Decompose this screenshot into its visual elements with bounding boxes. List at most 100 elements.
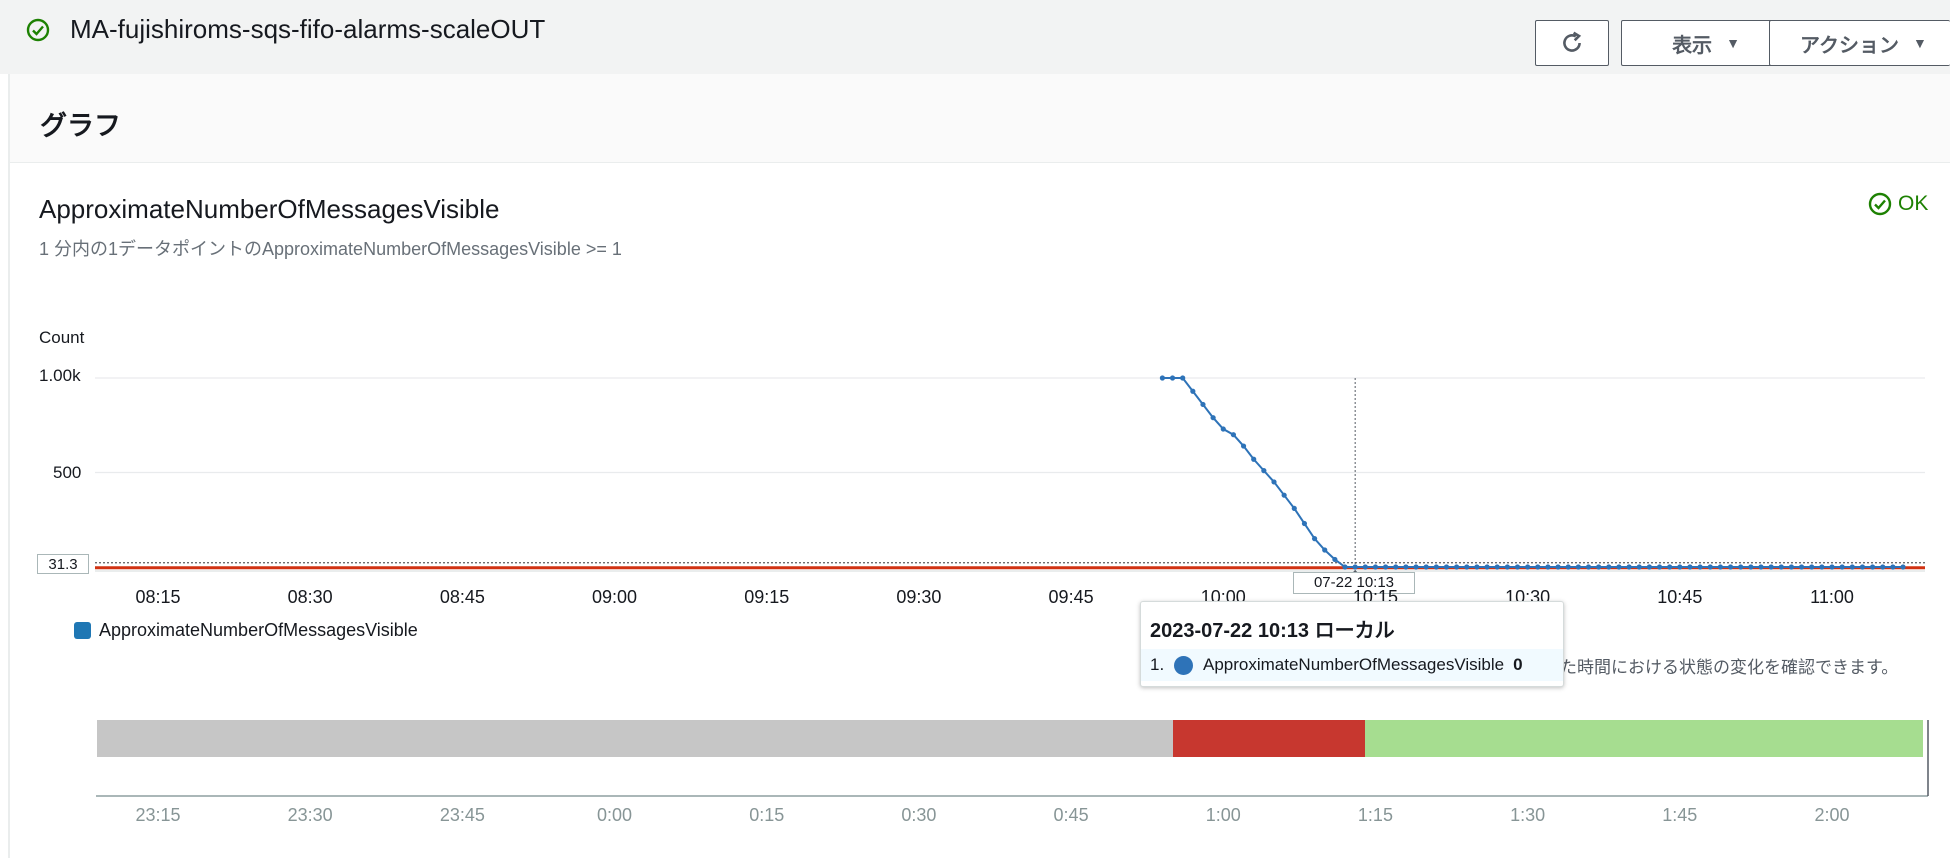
data-point [1585, 564, 1592, 570]
chart-legend[interactable]: ApproximateNumberOfMessagesVisible [74, 620, 418, 641]
data-point [1738, 564, 1744, 570]
history-x-tick-label: 23:15 [135, 805, 181, 825]
data-point [1342, 564, 1348, 570]
data-point [1220, 426, 1226, 432]
data-point [1900, 564, 1906, 570]
view-button[interactable]: 表示 ▼ [1621, 20, 1791, 66]
refresh-button[interactable] [1535, 20, 1609, 66]
data-point [1190, 388, 1196, 394]
data-point [1322, 547, 1328, 553]
x-tick-label: 09:45 [1048, 587, 1094, 607]
data-point [1261, 468, 1267, 474]
data-point [1768, 564, 1774, 570]
history-x-tick-label: 23:45 [439, 805, 485, 825]
x-tick-label: 09:15 [744, 587, 790, 607]
data-point [1210, 415, 1216, 421]
history-x-tick-label: 1:00 [1205, 805, 1241, 825]
data-point [1758, 564, 1764, 570]
data-point [1677, 564, 1683, 570]
ok-status-badge: OK [1868, 192, 1928, 216]
history-x-tick-label: 0:45 [1053, 805, 1089, 825]
refresh-icon [1563, 31, 1582, 52]
data-point [1169, 375, 1176, 381]
tooltip-row: 1. ApproximateNumberOfMessagesVisible 0 [1141, 649, 1563, 681]
metric-title: ApproximateNumberOfMessagesVisible [39, 194, 500, 224]
data-point [1301, 520, 1308, 527]
data-point [1484, 564, 1490, 570]
tooltip-title: 2023-07-22 10:13 ローカル [1150, 620, 1395, 642]
x-tick-label: 08:30 [287, 587, 333, 607]
data-point [1311, 536, 1318, 542]
x-tick-label: 08:45 [439, 587, 485, 607]
data-point [1819, 564, 1825, 570]
view-button-label: 表示 [1672, 34, 1713, 57]
data-point [1809, 564, 1815, 570]
y-axis-label: Count [39, 328, 85, 347]
data-point [1240, 443, 1247, 449]
data-point [1545, 564, 1551, 570]
data-point [1798, 564, 1805, 570]
hover-time-label: 07-22 10:13 [1293, 572, 1415, 594]
data-point [1159, 375, 1165, 381]
alarm-title-wrap: MA-fujishiroms-sqs-fifo-alarms-scaleOUT [26, 14, 545, 45]
data-point [1362, 564, 1368, 570]
data-point [1859, 564, 1866, 570]
data-point [1626, 564, 1632, 570]
tooltip-index: 1. [1150, 655, 1165, 674]
data-point [1474, 564, 1480, 570]
ok-status-label: OK [1898, 192, 1929, 215]
data-point [1697, 564, 1703, 570]
state-segment-ok[interactable] [1365, 720, 1924, 757]
data-point [1565, 564, 1571, 570]
data-point [1230, 432, 1237, 438]
y-tick-label: 500 [53, 463, 82, 482]
data-point [1880, 564, 1886, 570]
data-point [1717, 564, 1723, 570]
caret-down-icon: ▼ [1913, 35, 1927, 51]
legend-swatch [74, 622, 91, 639]
data-point [1525, 564, 1531, 570]
chart-tooltip: 2023-07-22 10:13 ローカル 1. ApproximateNumb… [1140, 601, 1564, 687]
data-point [1464, 564, 1470, 570]
state-segment-alarm[interactable] [1172, 720, 1366, 757]
tooltip-series-name: ApproximateNumberOfMessagesVisible [1203, 655, 1505, 674]
x-tick-label: 09:00 [592, 587, 638, 607]
data-point [1281, 492, 1287, 498]
state-segment-insufficient[interactable] [97, 720, 1173, 757]
alarm-header: MA-fujishiroms-sqs-fifo-alarms-scaleOUT … [0, 0, 1950, 74]
data-point [1667, 564, 1673, 570]
data-point [1403, 564, 1409, 570]
data-point [1433, 564, 1439, 570]
action-button[interactable]: アクション ▼ [1769, 20, 1950, 66]
data-point [1829, 564, 1835, 570]
data-point [1788, 564, 1795, 570]
data-point [1494, 564, 1500, 570]
panel-header: グラフ [10, 74, 1950, 163]
data-point [1616, 564, 1622, 570]
data-point [1646, 564, 1652, 570]
data-point [1687, 564, 1693, 570]
data-point [1748, 564, 1754, 570]
data-point [1393, 564, 1399, 570]
data-point [1778, 564, 1784, 570]
data-point [1352, 564, 1358, 570]
history-x-tick-label: 0:00 [597, 805, 633, 825]
metric-condition: 1 分内の1データポイントのApproximateNumberOfMessage… [39, 239, 622, 259]
panel-title: グラフ [40, 111, 121, 141]
history-x-tick-label: 1:15 [1357, 805, 1393, 825]
data-point [1200, 401, 1206, 408]
data-point [1454, 564, 1460, 570]
data-point [1636, 564, 1642, 570]
x-tick-label: 10:45 [1657, 587, 1703, 607]
data-point [1423, 564, 1429, 570]
data-point [1372, 564, 1379, 570]
data-point [1535, 564, 1541, 570]
alarm-name: MA-fujishiroms-sqs-fifo-alarms-scaleOUT [70, 14, 546, 44]
data-point [1271, 479, 1277, 485]
action-button-label: アクション [1800, 34, 1899, 57]
data-point [1727, 564, 1734, 570]
data-point [1596, 564, 1602, 570]
data-point [1180, 375, 1186, 381]
data-point [1291, 505, 1297, 512]
